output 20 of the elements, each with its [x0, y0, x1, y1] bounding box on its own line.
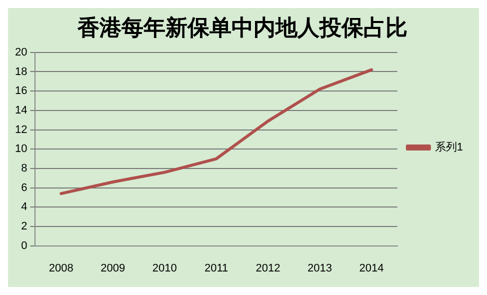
y-tick-label: 16	[14, 85, 28, 98]
x-tick-label: 2008	[48, 262, 74, 274]
y-tick-label: 20	[14, 46, 28, 58]
chart-title: 香港每年新保单中内地人投保占比	[76, 14, 408, 41]
y-tick-label: 18	[14, 66, 28, 78]
x-tick-label: 2014	[359, 262, 384, 274]
y-tick-label: 2	[21, 220, 28, 232]
x-tick-label: 2009	[100, 262, 126, 274]
y-tick-label: 8	[21, 162, 28, 174]
x-tick-label: 2013	[308, 262, 332, 274]
x-tick-label: 2012	[256, 262, 280, 274]
y-tick-label: 12	[14, 124, 28, 136]
y-tick-label: 6	[21, 182, 28, 194]
legend-label: 系列1	[434, 140, 464, 154]
x-tick-label: 2011	[204, 262, 228, 274]
y-tick-label: 10	[14, 143, 28, 156]
y-tick-label: 14	[14, 104, 28, 116]
x-tick-label: 2010	[152, 262, 177, 274]
y-tick-label: 4	[21, 201, 28, 214]
y-tick-label: 0	[21, 240, 28, 252]
